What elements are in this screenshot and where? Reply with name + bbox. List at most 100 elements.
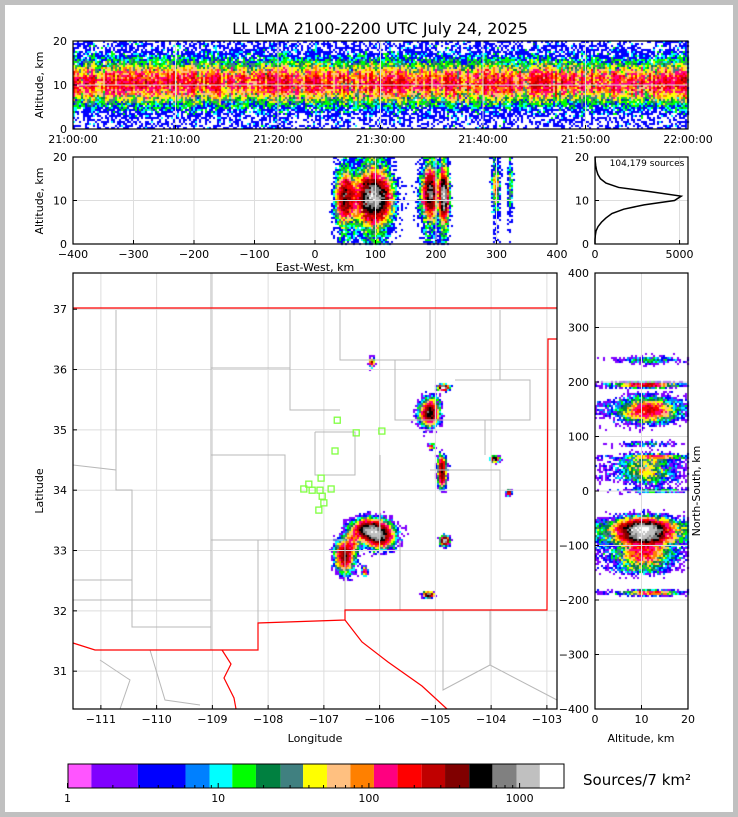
map-ylabel: Latitude xyxy=(33,468,46,514)
latitude-tick-label: 35 xyxy=(53,424,67,437)
colorbar-segment xyxy=(421,764,446,788)
figure-title: LL LMA 2100-2200 UTC July 24, 2025 xyxy=(232,19,528,38)
county-boundary xyxy=(339,310,431,361)
north-south-tick-label: −100 xyxy=(559,540,589,553)
colorbar-segment xyxy=(209,764,233,788)
time-tick-label: 21:20:00 xyxy=(253,133,302,146)
latitude-tick-label: 36 xyxy=(53,364,67,377)
altitude-tick-label: 0 xyxy=(582,238,589,251)
colorbar-segment xyxy=(91,764,138,788)
colorbar-segment xyxy=(445,764,470,788)
altitude-tick-label: 10 xyxy=(53,79,67,92)
colorbar-segment xyxy=(255,764,281,788)
state-border xyxy=(221,649,237,710)
colorbar-segment xyxy=(539,764,565,788)
altitude-tick-label: 20 xyxy=(575,151,589,164)
colorbar-tick-label: 1 xyxy=(64,792,71,805)
altitude-tick-label: 0 xyxy=(592,713,599,726)
county-boundary xyxy=(394,360,486,455)
histogram-count-tick: 0 xyxy=(592,248,599,261)
north-south-xlabel: Altitude, km xyxy=(607,732,674,745)
lma-station-marker xyxy=(331,447,339,455)
lma-station-marker xyxy=(300,485,308,493)
longitude-tick-label: −106 xyxy=(365,713,395,726)
altitude-tick-label: 0 xyxy=(60,123,67,136)
time-tick-label: 21:00:00 xyxy=(48,133,97,146)
north-south-ylabel: North-South, km xyxy=(690,446,703,537)
colorbar-segment xyxy=(397,764,422,788)
histogram-count-tick: 5000 xyxy=(666,248,694,261)
time-height-ylabel: Altitude, km xyxy=(33,51,46,118)
north-south-tick-label: −300 xyxy=(559,649,589,662)
source-count-label: 104,179 sources xyxy=(610,159,685,169)
colorbar-tick-label: 100 xyxy=(358,792,379,805)
colorbar-segment xyxy=(516,764,540,788)
time-tick-label: 21:10:00 xyxy=(151,133,200,146)
longitude-tick-label: −108 xyxy=(253,713,283,726)
latitude-tick-label: 33 xyxy=(53,545,67,558)
latitude-tick-label: 37 xyxy=(53,303,67,316)
county-boundary xyxy=(211,367,340,411)
county-boundary xyxy=(131,580,211,628)
altitude-tick-label: 0 xyxy=(60,238,67,251)
east-west-tick-label: −200 xyxy=(179,248,209,261)
altitude-tick-label: 10 xyxy=(53,195,67,208)
county-boundary xyxy=(99,659,131,710)
north-south-tick-label: 300 xyxy=(568,322,589,335)
longitude-tick-label: −110 xyxy=(142,713,172,726)
longitude-tick-label: −105 xyxy=(420,713,450,726)
lma-station-marker xyxy=(327,485,335,493)
north-south-tick-label: 400 xyxy=(568,267,589,280)
state-border xyxy=(344,619,448,710)
colorbar-segment xyxy=(232,764,256,788)
county-boundary xyxy=(72,464,133,581)
colorbar-tick-label: 1000 xyxy=(506,792,534,805)
map-xlabel: Longitude xyxy=(288,732,343,745)
county-boundary xyxy=(442,610,558,701)
latitude-tick-label: 31 xyxy=(53,665,67,678)
county-boundary xyxy=(455,379,531,421)
east-west-ylabel: Altitude, km xyxy=(33,167,46,234)
east-west-xlabel: East-West, km xyxy=(276,261,354,274)
lma-station-marker xyxy=(317,474,325,482)
county-boundary xyxy=(314,431,356,476)
plan-view-map-panel xyxy=(72,272,558,710)
colorbar-segment xyxy=(492,764,517,788)
colorbar-segment xyxy=(350,764,374,788)
colorbar-segment xyxy=(185,764,210,788)
lma-station-marker xyxy=(308,486,316,494)
altitude-tick-label: 20 xyxy=(681,713,695,726)
north-south-tick-label: −200 xyxy=(559,594,589,607)
longitude-tick-label: −104 xyxy=(476,713,506,726)
state-border xyxy=(72,338,557,651)
lma-station-marker xyxy=(378,427,386,435)
time-tick-label: 21:40:00 xyxy=(458,133,507,146)
county-boundary xyxy=(430,469,547,541)
colorbar-segment xyxy=(137,764,186,788)
lma-station-marker xyxy=(315,506,323,514)
colorbar-tick-label: 10 xyxy=(211,792,225,805)
time-tick-label: 22:00:00 xyxy=(663,133,712,146)
altitude-histogram-line xyxy=(594,156,684,244)
altitude-tick-label: 20 xyxy=(53,151,67,164)
north-south-tick-label: 200 xyxy=(568,376,589,389)
altitude-tick-label: 20 xyxy=(53,35,67,48)
east-west-tick-label: −300 xyxy=(118,248,148,261)
east-west-tick-label: 100 xyxy=(365,248,386,261)
east-west-tick-label: −100 xyxy=(239,248,269,261)
latitude-tick-label: 32 xyxy=(53,605,67,618)
north-south-tick-label: −400 xyxy=(559,703,589,716)
lma-station-marker xyxy=(352,429,360,437)
longitude-tick-label: −109 xyxy=(197,713,227,726)
altitude-tick-label: 10 xyxy=(575,195,589,208)
colorbar-label: Sources/7 km² xyxy=(583,771,691,789)
county-boundary xyxy=(285,539,346,610)
time-tick-label: 21:30:00 xyxy=(356,133,405,146)
east-west-tick-label: 200 xyxy=(426,248,447,261)
north-south-tick-label: 0 xyxy=(582,485,589,498)
colorbar-segment xyxy=(469,764,493,788)
longitude-tick-label: −107 xyxy=(309,713,339,726)
